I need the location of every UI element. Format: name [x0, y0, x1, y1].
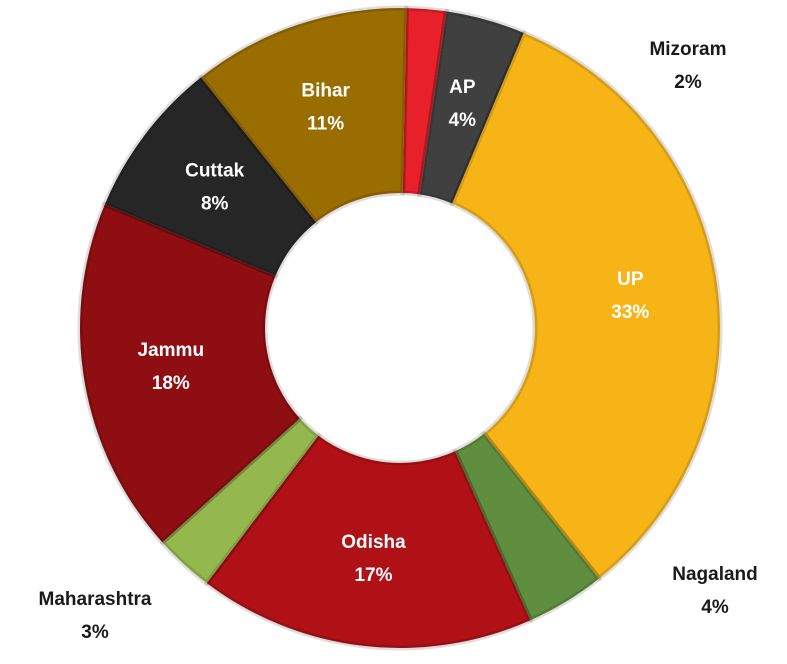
slice-label: Cuttak [185, 161, 245, 182]
slice-label: UP [617, 269, 644, 290]
slice [102, 74, 319, 279]
slice [449, 30, 723, 582]
value-label: 11% [307, 114, 344, 135]
slice-label: Maharashtra [39, 589, 152, 610]
value-label: 17% [354, 565, 392, 586]
value-label: 33% [611, 302, 649, 323]
slice-label: Nagaland [672, 564, 758, 585]
slice-label: Mizoram [649, 39, 726, 60]
value-label: 8% [201, 194, 229, 215]
slice-label: Bihar [301, 81, 350, 102]
value-label: 3% [81, 622, 109, 643]
slice [400, 5, 449, 197]
value-label: 4% [449, 110, 477, 131]
value-label: 18% [152, 373, 190, 394]
slice [452, 431, 602, 623]
value-label: 2% [674, 72, 702, 93]
slice [77, 201, 303, 545]
slice [198, 5, 409, 225]
slice-label: AP [449, 77, 476, 98]
slice [204, 433, 533, 651]
slice-label: Jammu [138, 340, 205, 361]
slice-label: Odisha [341, 532, 406, 553]
slice [417, 8, 527, 206]
value-label: 4% [701, 597, 729, 618]
